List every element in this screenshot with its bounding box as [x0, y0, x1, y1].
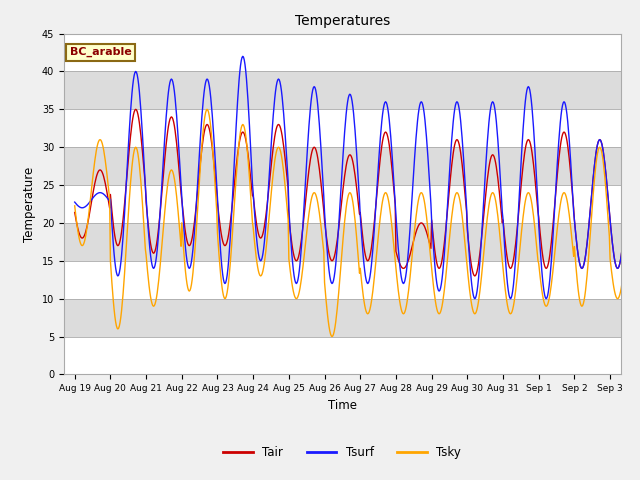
Bar [64, 34, 621, 72]
Bar [64, 72, 621, 109]
Text: BC_arable: BC_arable [70, 47, 131, 58]
Bar [64, 147, 621, 185]
Bar [64, 261, 621, 299]
Title: Temperatures: Temperatures [295, 14, 390, 28]
X-axis label: Time: Time [328, 399, 357, 412]
Bar [64, 336, 621, 374]
Bar [64, 109, 621, 147]
Bar [64, 223, 621, 261]
Bar [64, 299, 621, 336]
Legend: Tair, Tsurf, Tsky: Tair, Tsurf, Tsky [219, 442, 466, 464]
Bar [64, 185, 621, 223]
Y-axis label: Temperature: Temperature [23, 167, 36, 241]
